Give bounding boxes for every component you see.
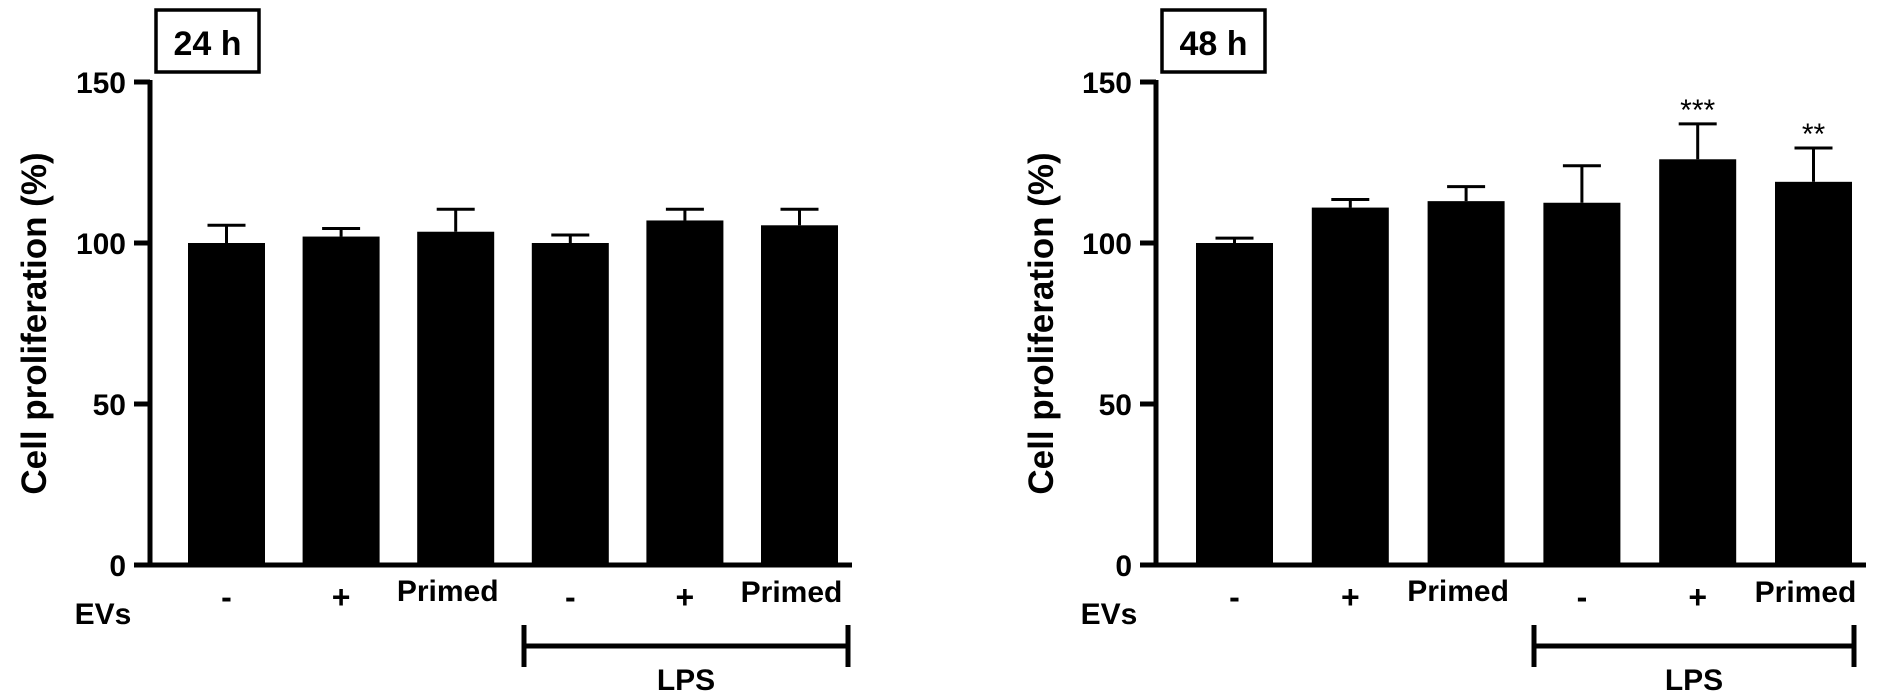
bar — [761, 225, 838, 566]
category-label: - — [221, 579, 232, 615]
y-axis-title: Cell proliferation (%) — [15, 152, 54, 494]
category-label: Primed — [1407, 575, 1509, 608]
category-label: - — [1229, 579, 1240, 615]
category-label: Primed — [1755, 576, 1857, 609]
y-tick-label: 50 — [1099, 389, 1132, 422]
panel-label-box — [1160, 8, 1267, 74]
bar — [1543, 202, 1621, 565]
y-tick-label: 150 — [1082, 67, 1132, 100]
category-label: Primed — [397, 575, 499, 608]
significance-marker: *** — [1680, 94, 1715, 127]
bar — [302, 236, 380, 565]
bar — [1775, 181, 1852, 565]
panel-label: 48 h — [1179, 25, 1247, 63]
category-label: + — [332, 579, 351, 615]
row-label: EVs — [75, 598, 132, 631]
bar — [1427, 201, 1505, 565]
bar — [188, 243, 265, 565]
y-tick-label: 100 — [76, 228, 126, 261]
group-label: LPS — [1665, 664, 1723, 697]
y-tick-label: 0 — [1115, 550, 1132, 583]
y-axis-title: Cell proliferation (%) — [1022, 152, 1061, 494]
category-label: + — [676, 579, 695, 615]
row-label: EVs — [1081, 598, 1138, 631]
group-label: LPS — [657, 664, 715, 697]
y-tick-label: 100 — [1082, 228, 1132, 261]
category-label: + — [1341, 579, 1360, 615]
bar — [531, 243, 609, 565]
panel-label: 24 h — [173, 25, 241, 63]
category-label: - — [1577, 579, 1588, 615]
y-tick-label: 0 — [109, 550, 126, 583]
bar — [1196, 243, 1273, 565]
bar — [417, 231, 495, 566]
y-tick-label: 50 — [93, 389, 126, 422]
bar — [1659, 159, 1737, 565]
panel-label-box — [154, 8, 261, 74]
category-label: Primed — [741, 576, 843, 609]
significance-marker: ** — [1802, 118, 1826, 151]
bar — [646, 220, 724, 565]
bar — [1311, 207, 1389, 565]
category-label: - — [565, 579, 576, 615]
y-tick-label: 150 — [76, 67, 126, 100]
category-label: + — [1688, 579, 1707, 615]
